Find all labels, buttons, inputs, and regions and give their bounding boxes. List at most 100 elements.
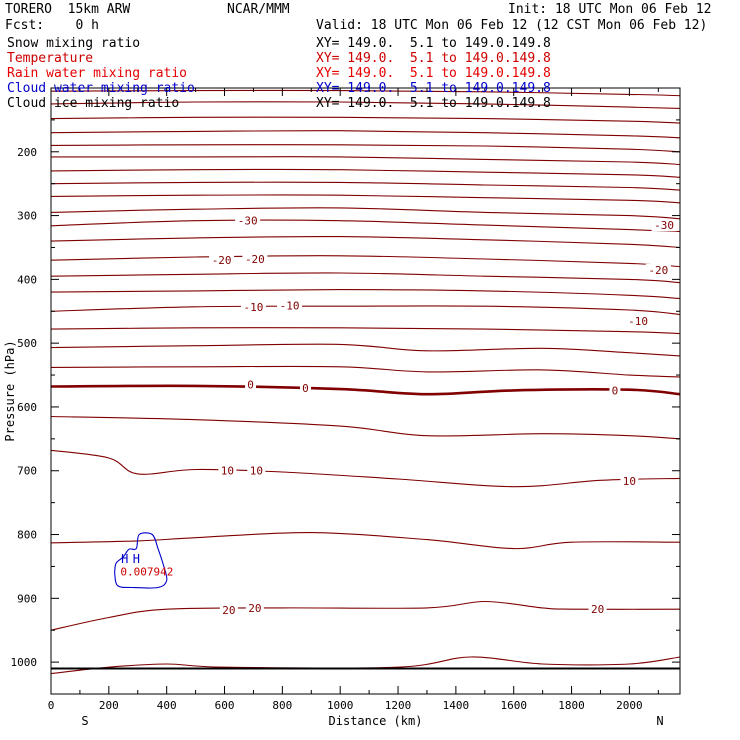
isotherm-label-bg-0 xyxy=(235,214,261,227)
isotherm-line-2 xyxy=(51,116,680,124)
isotherm-line-11 xyxy=(51,235,680,249)
legend-cloud-water-xy: XY= 149.0. 5.1 to 149.0.149.8 xyxy=(316,81,551,96)
x-tick-label-8: 1600 xyxy=(500,699,527,712)
legend-rain: Rain water mixing ratio xyxy=(7,66,188,81)
isotherm-label-16: 20 xyxy=(591,603,604,616)
y-tick-label-8: 1000 xyxy=(11,656,38,669)
isotherm-label-bg-12 xyxy=(247,464,266,477)
y-tick-label-3: 500 xyxy=(17,337,37,350)
cloud-water-max-marker-1: H xyxy=(133,552,140,566)
cloud-water-max-value: 0.007942 xyxy=(120,566,173,579)
x-tick-label-0: 0 xyxy=(48,699,55,712)
plot-area: H H0.007942 -30 -30 -20 -20 -20 -10 -10 -10 0 0 0 10 1… xyxy=(51,89,680,675)
x-tick-label-9: 1800 xyxy=(558,699,585,712)
isotherm-label-3: -20 xyxy=(245,253,265,266)
legend-snow-xy: XY= 149.0. 5.1 to 149.0.149.8 xyxy=(316,36,551,51)
plot-frame xyxy=(50,87,681,695)
isotherm-line-4 xyxy=(51,144,680,153)
isotherm-line-5 xyxy=(51,156,680,166)
isotherm-label-10: 0 xyxy=(612,384,619,397)
isotherm-label-12: 10 xyxy=(250,465,263,478)
x-tick-label-10: 2000 xyxy=(616,699,643,712)
isotherm-label-13: 10 xyxy=(623,475,636,488)
isotherm-label-8: 0 xyxy=(247,379,254,392)
y-tick-label-5: 700 xyxy=(17,465,37,478)
x-tick-label-2: 400 xyxy=(157,699,177,712)
isotherm-label-bg-7 xyxy=(625,314,651,327)
isotherm-line-23 xyxy=(51,600,680,631)
isotherm-line-21 xyxy=(51,449,680,488)
isotherm-line-19 xyxy=(51,384,680,396)
isotherm-label-7: -10 xyxy=(628,315,648,328)
isotherm-label-1: -30 xyxy=(654,219,674,232)
isotherm-label-bg-6 xyxy=(277,299,303,312)
isotherm-label-5: -10 xyxy=(243,301,263,314)
isotherm-label-bg-9 xyxy=(299,381,311,394)
isotherm-line-16 xyxy=(51,327,680,335)
y-tick-label-4: 600 xyxy=(17,401,37,414)
isotherm-label-4: -20 xyxy=(648,264,668,277)
x-tick-label-1: 200 xyxy=(99,699,119,712)
y-tick-label-7: 900 xyxy=(17,592,37,605)
isotherm-line-13 xyxy=(51,272,680,284)
x-tick-label-3: 600 xyxy=(215,699,235,712)
isotherm-label-bg-1 xyxy=(651,219,677,232)
isotherm-line-1 xyxy=(51,101,680,109)
isotherm-label-15: 20 xyxy=(248,602,261,615)
legend-cloud-ice: Cloud ice mixing ratio xyxy=(7,96,180,111)
isotherm-line-3 xyxy=(51,130,680,139)
x-tick-label-4: 800 xyxy=(272,699,292,712)
isotherm-line-10 xyxy=(51,219,680,233)
isotherm-line-15 xyxy=(51,305,680,316)
x-tick-label-6: 1200 xyxy=(385,699,412,712)
isotherm-line-22 xyxy=(51,532,680,550)
y-tick-label-0: 200 xyxy=(17,146,37,159)
cloud-water-contour xyxy=(114,532,168,589)
isotherm-label-2: -20 xyxy=(212,254,232,267)
forecast-hour: Fcst: 0 h xyxy=(5,18,99,33)
isotherm-label-bg-5 xyxy=(240,300,266,313)
isotherm-line-0 xyxy=(51,89,680,97)
isotherm-line-12 xyxy=(51,255,680,268)
legend-rain-xy: XY= 149.0. 5.1 to 149.0.149.8 xyxy=(316,66,551,81)
x-tick-label-7: 1400 xyxy=(443,699,470,712)
isotherm-line-17 xyxy=(51,343,680,357)
endpoint-label-south: S xyxy=(81,714,88,728)
x-axis-label: Distance (km) xyxy=(329,714,423,728)
isotherm-label-bg-14 xyxy=(219,603,238,616)
legend-temperature: Temperature xyxy=(7,51,94,66)
legend-cloud-ice-xy: XY= 149.0. 5.1 to 149.0.149.8 xyxy=(316,96,551,111)
center-label: NCAR/MMM xyxy=(227,2,290,17)
init-time: Init: 18 UTC Mon 06 Feb 12 xyxy=(508,2,712,17)
isotherm-label-bg-2 xyxy=(209,254,235,267)
isotherm-label-9: 0 xyxy=(302,382,309,395)
isotherm-line-8 xyxy=(51,194,680,204)
isotherm-label-bg-13 xyxy=(620,474,639,487)
y-tick-label-1: 300 xyxy=(17,210,37,223)
valid-time: Valid: 18 UTC Mon 06 Feb 12 (12 CST Mon … xyxy=(316,18,708,33)
isotherm-label-6: -10 xyxy=(280,300,300,313)
isotherm-label-bg-4 xyxy=(645,263,671,276)
isotherm-label-bg-16 xyxy=(588,603,607,616)
cloud-water-max-marker-0: H xyxy=(121,552,128,566)
isotherm-line-14 xyxy=(51,289,680,300)
isotherm-label-bg-15 xyxy=(245,601,264,614)
isotherm-line-18 xyxy=(51,365,680,378)
isotherm-label-11: 10 xyxy=(221,465,234,478)
endpoint-label-north: N xyxy=(656,714,663,728)
y-tick-label-2: 400 xyxy=(17,273,37,286)
legend-cloud-water: Cloud water mixing ratio xyxy=(7,81,195,96)
isotherm-label-bg-8 xyxy=(245,378,257,391)
isotherm-label-bg-3 xyxy=(242,252,268,265)
y-tick-label-6: 800 xyxy=(17,529,37,542)
isotherm-line-9 xyxy=(51,207,680,220)
y-axis-label: Pressure (hPa) xyxy=(3,340,17,441)
isotherm-line-6 xyxy=(51,168,680,178)
isotherm-label-bg-10 xyxy=(609,384,621,397)
isotherm-line-24 xyxy=(51,656,680,675)
isotherm-label-0: -30 xyxy=(238,215,258,228)
isotherm-label-14: 20 xyxy=(222,604,235,617)
legend-temperature-xy: XY= 149.0. 5.1 to 149.0.149.8 xyxy=(316,51,551,66)
model-label: TORERO 15km ARW xyxy=(5,2,131,17)
